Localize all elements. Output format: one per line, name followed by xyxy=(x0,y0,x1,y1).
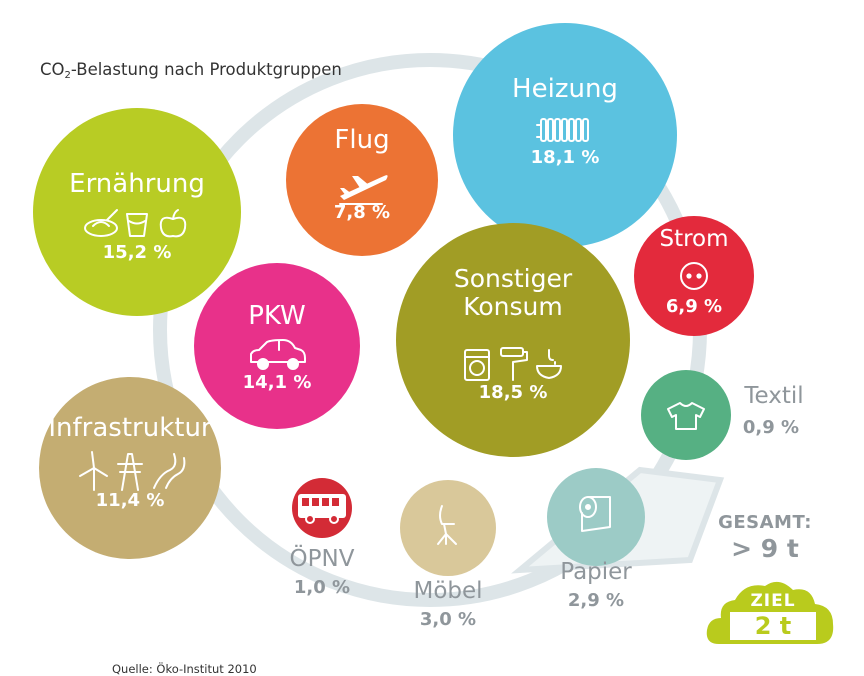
bubbles-layer: Heizung 18,1 % Flug 7,8 % Ernährung 15,2 % Str… xyxy=(33,23,804,630)
paint-roller-icon xyxy=(500,347,528,381)
bubble-value: 14,1 % xyxy=(243,372,312,393)
bubble-öpnv: ÖPNV 1,0 % xyxy=(290,478,355,598)
chair-icon xyxy=(437,505,457,545)
bubble-value: 1,0 % xyxy=(294,577,350,598)
bubble-name: Heizung xyxy=(512,74,618,104)
bubble-heizung: Heizung 18,1 % xyxy=(453,23,677,247)
bus-icon xyxy=(298,494,346,524)
bubble-name: Möbel xyxy=(413,578,482,604)
bubble-value: 0,9 % xyxy=(743,417,799,438)
sink-icon xyxy=(536,349,562,379)
bubble-value: 11,4 % xyxy=(96,490,165,511)
bubble-papier: Papier 2,9 % xyxy=(547,468,645,611)
bubble-ernährung: Ernährung 15,2 % xyxy=(33,108,241,316)
title-subscript: 2 xyxy=(64,70,71,81)
bubble-value: 6,9 % xyxy=(666,296,722,317)
bubble-value: 3,0 % xyxy=(420,609,476,630)
bubble-value: 2,9 % xyxy=(568,590,624,611)
bubble-circle xyxy=(641,370,731,460)
bubble-circle xyxy=(396,223,630,457)
bubble-circle xyxy=(453,23,677,247)
source-note: Quelle: Öko-Institut 2010 xyxy=(112,662,257,676)
bubble-value: 18,5 % xyxy=(479,382,548,403)
bubble-circle xyxy=(33,108,241,316)
chart-title: CO2-Belastung nach Produktgruppen xyxy=(40,60,342,81)
bubble-name: ÖPNV xyxy=(290,544,355,572)
bubble-strom: Strom 6,9 % xyxy=(634,216,754,336)
goal-value: 2 t xyxy=(730,612,816,640)
bubble-name: Papier xyxy=(560,559,632,585)
bubble-name: Textil xyxy=(743,383,803,409)
bubble-name: Ernährung xyxy=(69,169,205,199)
bubble-name: Flug xyxy=(334,125,389,155)
bubble-pkw: PKW 14,1 % xyxy=(194,263,360,429)
bubble-circle xyxy=(39,377,221,559)
paper-roll-icon xyxy=(579,496,611,532)
bubble-value: 7,8 % xyxy=(334,202,390,223)
total-value: > 9 t xyxy=(731,534,799,563)
bubble-circle xyxy=(400,480,496,576)
car-icon xyxy=(250,339,306,370)
bubble-value: 15,2 % xyxy=(103,242,172,263)
bubble-textil: Textil 0,9 % xyxy=(641,370,804,460)
bubble-infrastruktur: Infrastruktur 11,4 % xyxy=(39,377,221,559)
airplane-icon xyxy=(339,175,388,205)
bubble-name: Sonstiger xyxy=(454,264,573,293)
washing-machine-icon xyxy=(464,349,490,381)
bubble-circle xyxy=(547,468,645,566)
cup-icon xyxy=(126,213,148,237)
title-rest: -Belastung nach Produktgruppen xyxy=(70,60,342,79)
bubble-flug: Flug 7,8 % xyxy=(286,104,438,256)
apple-icon xyxy=(159,209,187,238)
bubble-name: PKW xyxy=(248,301,306,331)
tshirt-icon xyxy=(667,402,705,430)
bubble-name: Konsum xyxy=(463,292,563,321)
bubble-value: 18,1 % xyxy=(531,147,600,168)
title-co: CO xyxy=(40,60,65,79)
goal-label: ZIEL xyxy=(750,591,796,611)
bubble-circle xyxy=(194,263,360,429)
total-label: GESAMT: xyxy=(718,512,812,533)
bubble-circle xyxy=(634,216,754,336)
wind-turbine-icon xyxy=(79,451,108,491)
bubble-möbel: Möbel 3,0 % xyxy=(400,480,496,630)
bubble-name: Infrastruktur xyxy=(48,413,212,443)
food-icon xyxy=(84,209,118,237)
bubble-name: Strom xyxy=(659,226,728,252)
road-icon xyxy=(153,453,186,489)
radiator-icon xyxy=(536,118,589,142)
power-pylon-icon xyxy=(117,453,143,491)
socket-icon xyxy=(680,262,708,290)
